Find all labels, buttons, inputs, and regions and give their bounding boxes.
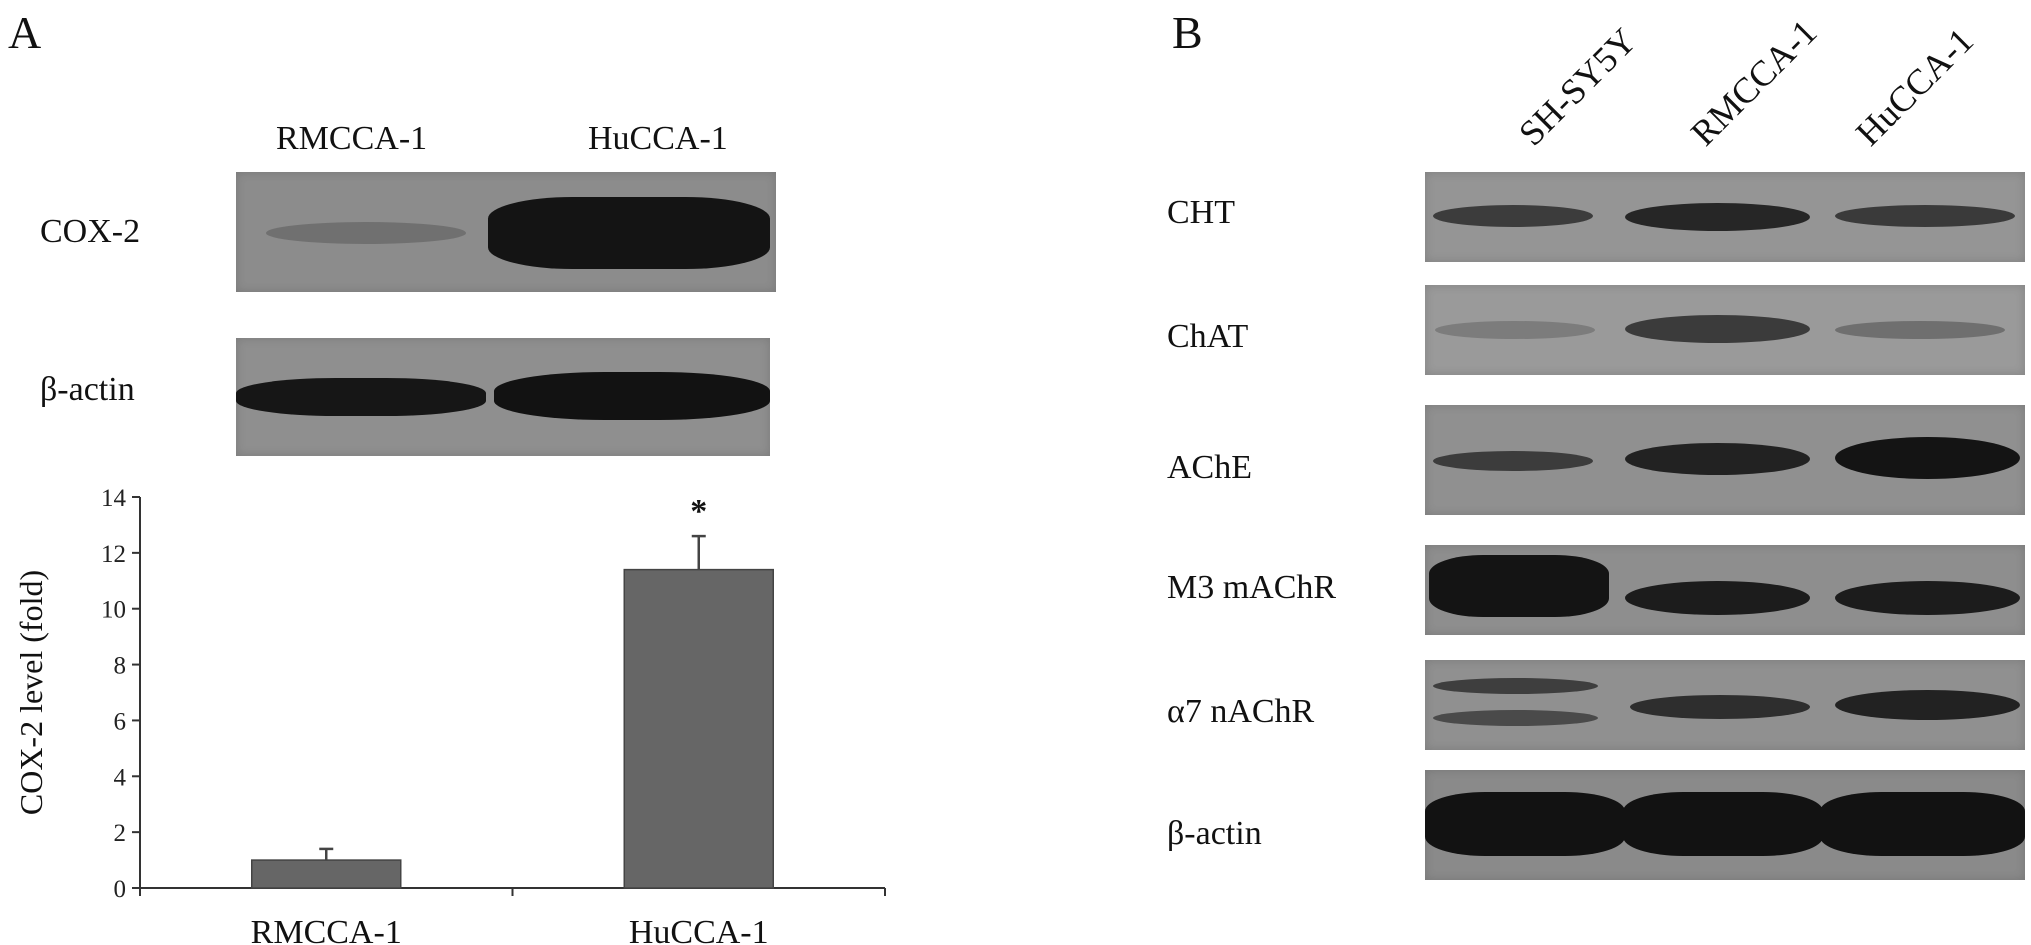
panel-b-letter: B [1172,7,1203,58]
cht-blot [1425,172,2025,262]
blot-row-label: α7 nAChR [1167,693,1315,730]
y-tick-label: 14 [101,485,127,512]
a7-nachr-band [1835,690,2020,720]
blot-row-label: ChAT [1167,318,1249,355]
y-axis-label: COX-2 level (fold) [13,570,49,815]
chat-blot [1425,285,2025,375]
ache-band [1625,443,1810,475]
panel-b-lane-label: SH-SY5Y [1511,20,1644,154]
significance-marker: * [690,493,707,530]
blot-row-label: M3 mAChR [1167,569,1337,606]
cox2-band-hucca1 [488,197,770,269]
a7-nachr-band [1433,710,1598,726]
ache-band [1433,451,1593,471]
actin-band-hucca1 [494,372,770,420]
m3-machr-band [1429,555,1609,617]
panel-b-lane-label: RMCCA-1 [1683,11,1825,154]
actin-b-band [1820,792,2025,856]
bar [623,568,774,889]
blot-row-label: COX-2 [40,213,141,250]
chat-band [1835,321,2005,339]
a7-nachr-band [1433,678,1598,694]
m3-machr-band [1835,581,2020,615]
blot-row-label: β-actin [1167,815,1262,852]
y-tick-label: 6 [114,708,127,735]
actin-b-band [1425,792,1625,856]
y-tick-label: 2 [114,820,127,847]
bar [251,859,402,889]
cox2-band-rmcca1 [266,222,466,244]
panel-b-lane-label: HuCCA-1 [1848,20,1981,154]
cht-band [1433,205,1593,227]
beta-actin-blot-b [1425,770,2025,880]
chat-band [1625,315,1810,343]
y-tick-label: 12 [101,541,126,568]
y-tick-label: 0 [114,876,127,903]
blot-row-label: β-actin [40,371,135,408]
panel-a-lane-label: HuCCA-1 [588,120,728,157]
x-tick-label: HuCCA-1 [629,914,769,945]
x-tick-label: RMCCA-1 [251,914,402,945]
cht-band [1625,203,1810,231]
beta-actin-blot-a [236,338,770,456]
y-tick-label: 10 [101,597,126,624]
ache-band [1835,437,2020,479]
cht-band [1835,205,2015,227]
cox2-blot [236,172,776,292]
a7-nachr-blot [1425,660,2025,750]
panel-a-letter: A [8,7,42,58]
chat-band [1435,321,1595,339]
actin-band-rmcca1 [236,378,486,416]
m3-machr-blot [1425,545,2025,635]
actin-b-band [1623,792,1823,856]
y-tick-label: 4 [114,764,127,791]
y-tick-label: 8 [114,653,127,680]
blot-row-label: CHT [1167,194,1235,231]
a7-nachr-band [1630,695,1810,719]
ache-blot [1425,405,2025,515]
cox2-bar-chart: 0 2 4 6 8 10 12 14 RMCCA-1 * HuCCA-1 COX-2 level (f… [13,485,886,945]
panel-a-lane-label: RMCCA-1 [276,120,428,157]
blot-row-label: AChE [1167,449,1252,486]
m3-machr-band [1625,581,1810,615]
